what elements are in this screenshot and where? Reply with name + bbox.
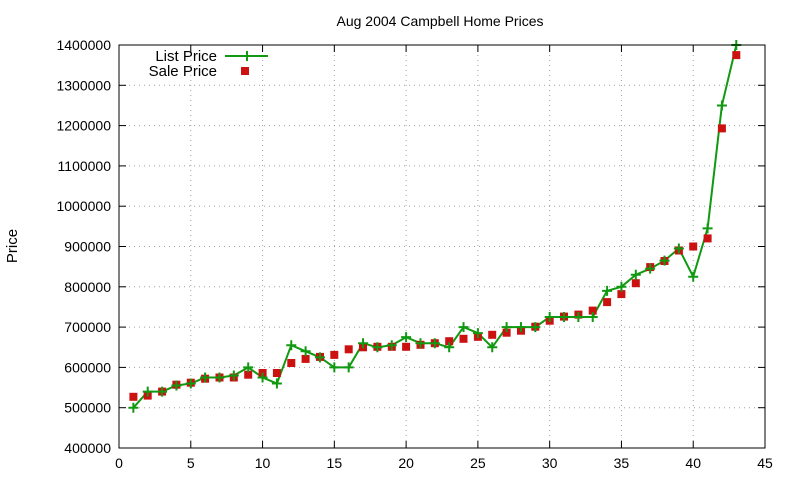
legend-entry-sale-price: Sale Price [149, 63, 249, 80]
x-tick-label: 15 [327, 455, 343, 471]
x-axis: 0 5 10 15 20 25 30 35 40 45 [115, 45, 773, 471]
list-price-point [128, 402, 139, 413]
sale-price-point [689, 242, 698, 251]
x-tick-label: 40 [685, 455, 701, 471]
list-price-point [458, 322, 469, 333]
x-tick-label: 5 [187, 455, 195, 471]
list-price-point [386, 340, 397, 351]
list-price-point [544, 312, 555, 323]
list-price-point [659, 255, 670, 266]
y-tick-label: 700000 [64, 319, 111, 335]
list-price-point [415, 338, 426, 349]
list-price-point [429, 338, 440, 349]
list-price-point [587, 312, 598, 323]
list-price-point [200, 372, 211, 383]
x-tick-label: 45 [757, 455, 773, 471]
list-price-point [228, 370, 239, 381]
sale-price-point [402, 342, 411, 351]
list-price-point [401, 332, 412, 343]
sale-price-point [129, 392, 138, 401]
list-price-point [358, 338, 369, 349]
list-price-point [487, 342, 498, 353]
sale-price-point [617, 290, 626, 299]
list-price-point [214, 372, 225, 383]
list-price-point [501, 322, 512, 333]
list-price-point [329, 362, 340, 373]
plot-series [128, 40, 742, 413]
list-price-point [602, 285, 613, 296]
y-tick-label: 1100000 [58, 158, 112, 174]
x-tick-label: 20 [398, 455, 414, 471]
legend-label-list-price: List Price [155, 48, 217, 65]
list-price-point [573, 312, 584, 323]
x-tick-label: 10 [255, 455, 271, 471]
sale-price-point [344, 345, 353, 354]
legend-entry-list-price: List Price [155, 48, 268, 65]
sale-price-point [703, 234, 712, 243]
list-price-point [286, 340, 297, 351]
sale-price-point [272, 369, 281, 377]
list-price-point [372, 342, 383, 353]
sale-price-point [717, 124, 726, 133]
legend-marker-sale-price [241, 67, 249, 75]
y-tick-label: 1000000 [56, 198, 111, 214]
sale-price-point [287, 359, 296, 367]
x-tick-label: 0 [115, 455, 123, 471]
list-price-line [132, 44, 738, 409]
list-price-point [157, 386, 168, 397]
sale-price-point [459, 334, 468, 343]
chart-title: Aug 2004 Campbell Home Prices [337, 13, 544, 29]
list-price-point [702, 223, 713, 234]
sale-price-point [301, 354, 310, 363]
y-tick-label: 600000 [64, 359, 111, 375]
legend-label-sale-price: Sale Price [149, 63, 217, 80]
list-price-point [688, 271, 699, 282]
y-tick-label: 900000 [64, 239, 111, 255]
list-price-point [515, 322, 526, 333]
y-tick-label: 1300000 [56, 77, 111, 93]
list-price-point [243, 362, 254, 373]
sale-price-point [588, 306, 597, 315]
list-price-point [171, 380, 182, 391]
sale-price-point [631, 279, 640, 288]
sale-price-point [445, 337, 454, 346]
legend-marker-list-price [242, 51, 252, 61]
sale-price-point [330, 350, 339, 359]
y-tick-label: 500000 [64, 400, 111, 416]
list-price-point [271, 378, 282, 389]
list-price-point [630, 269, 641, 280]
grid-lines [119, 45, 765, 448]
y-axis-title: Price [4, 229, 21, 263]
sale-price-point [603, 298, 612, 307]
list-price-point [472, 328, 483, 339]
list-price-point [314, 352, 325, 363]
list-price-point [257, 372, 268, 383]
list-price-point [185, 378, 196, 389]
sale-price-point [732, 51, 741, 60]
list-price-point [673, 243, 684, 254]
list-price-point [645, 263, 656, 274]
x-tick-label: 35 [614, 455, 630, 471]
plot-frame [118, 44, 766, 449]
sale-price-point [488, 330, 497, 339]
list-price-point [530, 322, 541, 333]
sale-price-point [502, 328, 511, 337]
list-price-point [716, 100, 727, 111]
list-price-point [142, 386, 153, 397]
list-price-point [559, 312, 570, 323]
list-price-point [300, 346, 311, 357]
list-price-point [343, 362, 354, 373]
y-tick-label: 800000 [64, 279, 111, 295]
list-price-point [444, 342, 455, 353]
list-price-point [616, 281, 627, 292]
legend: List Price Sale Price [149, 48, 268, 80]
y-tick-label: 1200000 [56, 118, 111, 134]
sale-price-point [244, 370, 253, 379]
y-tick-label: 400000 [64, 440, 111, 456]
y-tick-label: 1400000 [56, 37, 111, 53]
x-tick-label: 25 [470, 455, 486, 471]
x-tick-label: 30 [542, 455, 558, 471]
